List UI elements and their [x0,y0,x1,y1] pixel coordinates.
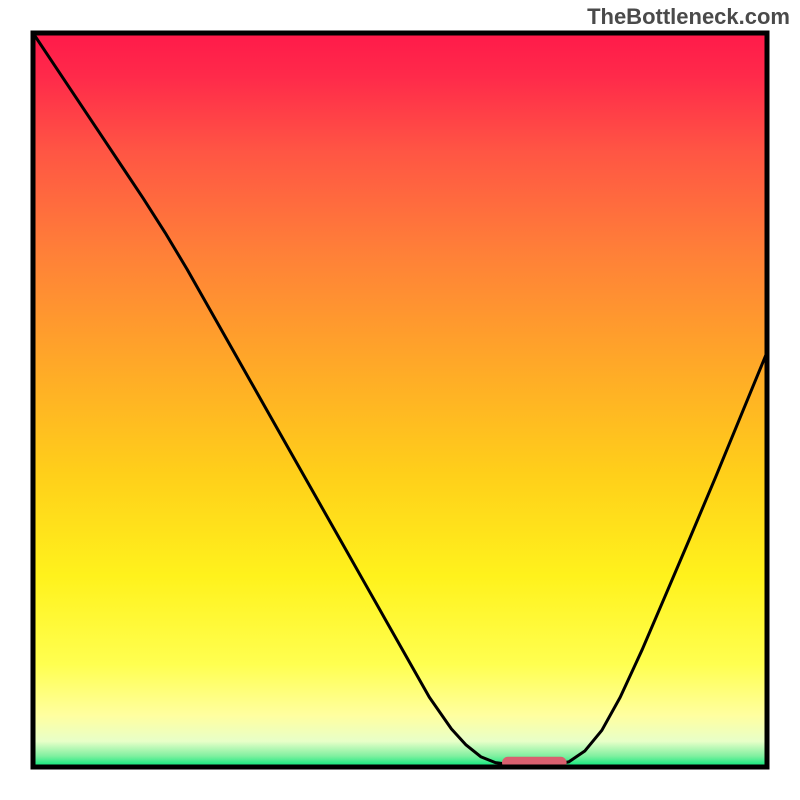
chart-container: TheBottleneck.com [0,0,800,800]
plot-background [33,33,767,767]
bottleneck-chart [0,0,800,800]
watermark-text: TheBottleneck.com [587,4,790,30]
